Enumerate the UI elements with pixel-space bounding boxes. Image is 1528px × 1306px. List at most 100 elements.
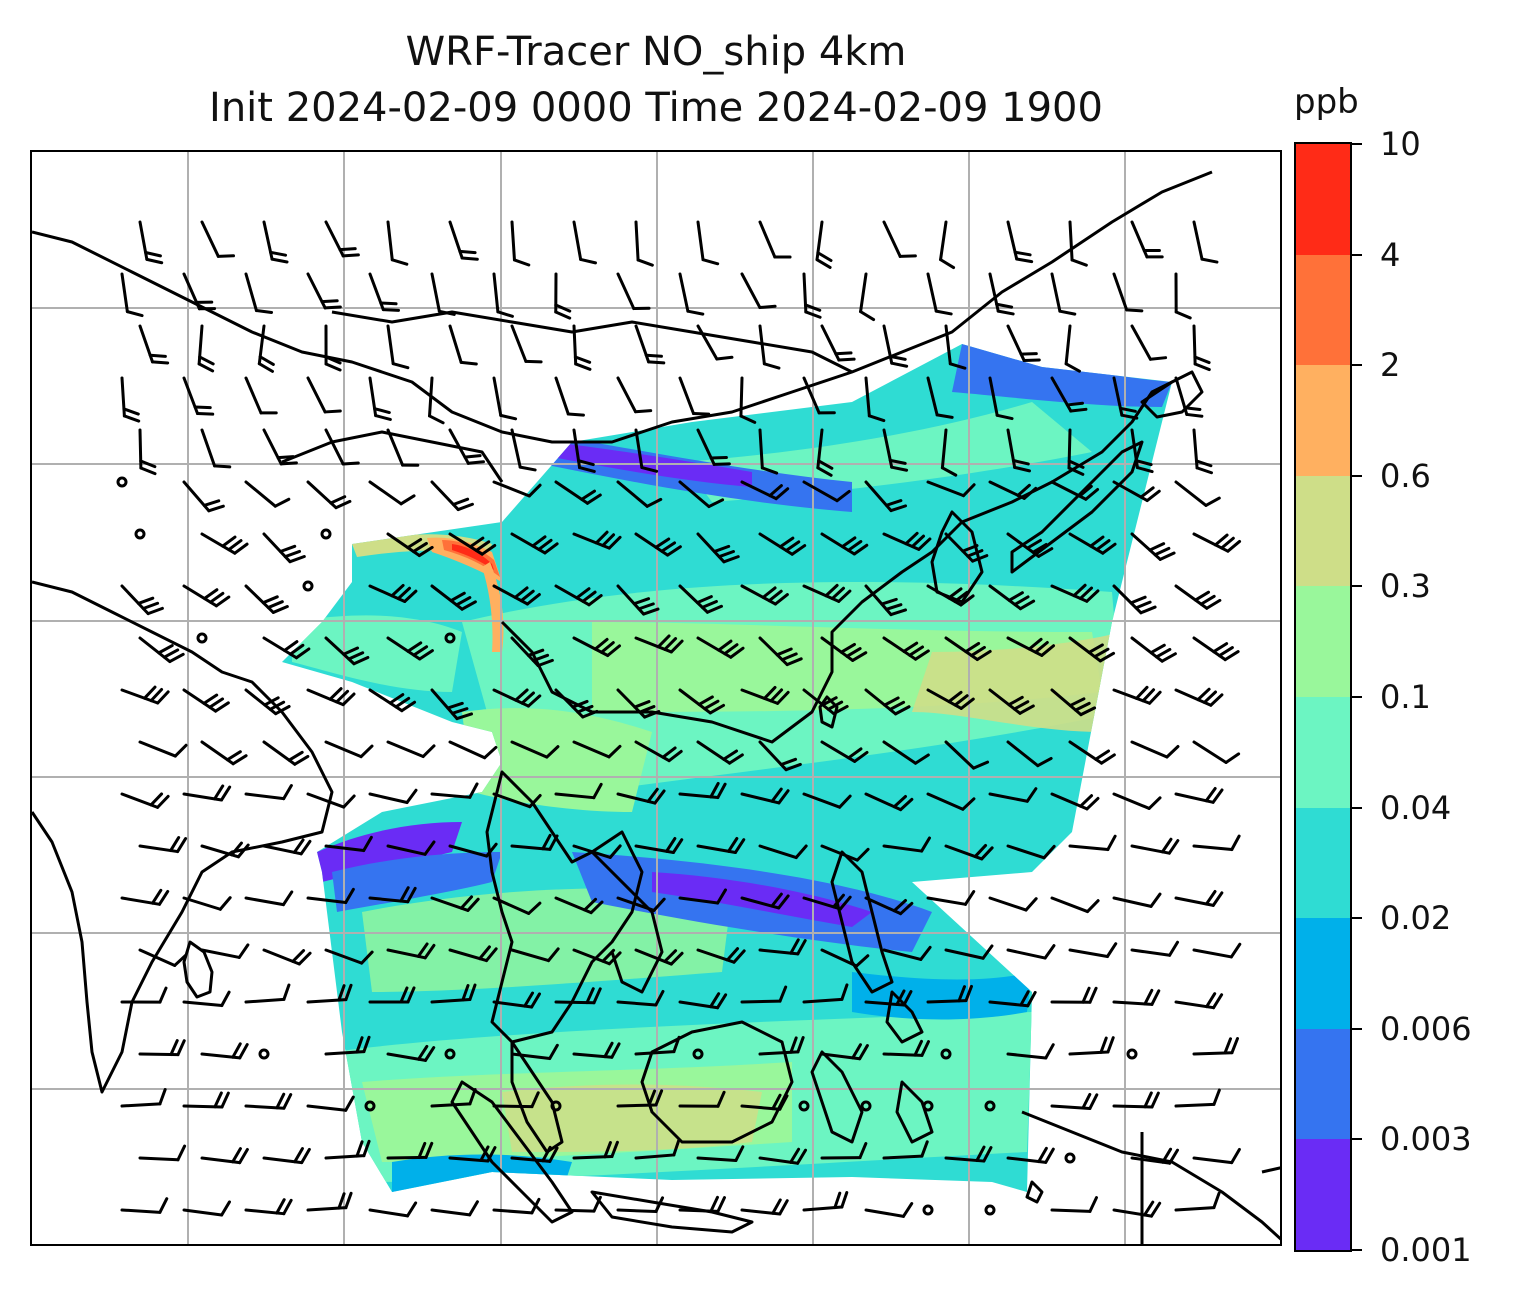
wind-barb: [988, 688, 1035, 715]
wind-barb: [988, 787, 1038, 803]
wind-barb: [200, 532, 249, 555]
wind-barb: [740, 985, 788, 1004]
wind-barb: [1112, 480, 1161, 503]
wind-barb: [678, 376, 711, 416]
wind-barb: [988, 272, 1015, 316]
wind-barb: [492, 792, 542, 809]
wind-barb: [572, 428, 596, 473]
wind-barb: [572, 1041, 621, 1059]
wind-barb: [306, 480, 352, 510]
wind-barb: [572, 1140, 619, 1160]
wind-barb: [430, 480, 474, 512]
wind-barb: [138, 740, 188, 758]
wind-barb: [200, 1147, 249, 1165]
wind-barb: [182, 584, 231, 608]
wind-barb: [882, 1140, 929, 1160]
wind-barb: [386, 220, 409, 266]
wind-barb: [572, 220, 597, 265]
wind-barb: [758, 532, 807, 556]
wind-barb: [386, 636, 434, 661]
wind-barb: [864, 989, 913, 1007]
wind-barb: [368, 272, 400, 312]
colorbar-segment: [1296, 475, 1350, 587]
wind-barb: [262, 740, 310, 766]
wind-barb: [120, 685, 170, 705]
wind-barb: [820, 844, 870, 862]
wind-barb: [244, 1198, 293, 1216]
wind-barb: [572, 740, 622, 759]
wind-barb: [510, 428, 537, 472]
wind-barb: [448, 220, 479, 261]
wind-barb: [430, 895, 480, 912]
wind-barb: [1130, 220, 1164, 259]
wind-barb: [492, 688, 542, 708]
colorbar-tick-label: 0.3: [1380, 567, 1431, 606]
wind-barb: [324, 220, 360, 258]
colorbar-tick: [1352, 917, 1362, 920]
wind-barb: [324, 636, 370, 666]
wind-barb: [1192, 942, 1242, 959]
wind-barb: [572, 948, 622, 966]
wind-barb: [386, 1044, 436, 1062]
wind-barb: [510, 740, 560, 759]
wind-barb: [926, 376, 954, 419]
wind-barb: [740, 787, 790, 805]
wind-barb: [510, 1043, 559, 1060]
calm-wind-marker: [798, 1100, 810, 1112]
wind-barb: [182, 688, 230, 713]
wind-barb: [138, 428, 157, 476]
colorbar-segment: [1296, 918, 1350, 1029]
wind-barb: [758, 844, 808, 860]
wind-barb: [758, 740, 802, 772]
wind-barb: [572, 636, 622, 658]
wind-barb: [696, 1145, 745, 1162]
wind-barb: [430, 272, 456, 316]
wind-barb: [182, 272, 217, 311]
wind-barb: [1174, 584, 1222, 610]
wind-barb: [554, 688, 599, 719]
colorbar-unit-label: ppb: [1294, 82, 1359, 122]
wind-barb: [306, 983, 353, 1004]
wind-barb: [696, 947, 746, 964]
wind-barb: [758, 1036, 805, 1056]
colorbar-tick-label: 0.001: [1380, 1231, 1472, 1269]
wind-barb: [678, 480, 725, 509]
wind-barb: [634, 837, 684, 854]
wind-barb: [554, 584, 603, 607]
wind-barb: [492, 991, 541, 1009]
wind-barb: [120, 272, 144, 318]
wind-barb: [1068, 942, 1118, 959]
wind-barb: [864, 688, 911, 716]
colorbar-tick-label: 10: [1380, 125, 1421, 163]
wind-barb: [1174, 687, 1224, 707]
wind-barb: [1174, 786, 1224, 804]
wind-barb: [1068, 636, 1116, 663]
wind-barb: [510, 947, 560, 963]
wind-barb: [864, 1202, 914, 1218]
wind-barb: [1112, 892, 1162, 908]
colorbar-tick-label: 0.6: [1380, 456, 1431, 495]
wind-barb: [740, 1198, 789, 1216]
wind-barb: [182, 1091, 230, 1109]
colorbar-segment: [1296, 1028, 1350, 1140]
wind-barb: [1130, 428, 1154, 474]
wind-barb: [1130, 1147, 1179, 1165]
wind-barb: [926, 480, 976, 498]
wind-barb: [510, 324, 543, 364]
wind-barb: [616, 1089, 664, 1108]
wind-barb: [306, 376, 342, 414]
wind-barb: [492, 584, 541, 606]
wind-barb: [1130, 532, 1176, 561]
wind-barb: [758, 636, 803, 667]
calm-wind-marker: [364, 1100, 376, 1112]
calm-wind-marker: [444, 632, 456, 644]
wind-barb: [678, 888, 727, 905]
wind-barb: [882, 324, 909, 368]
wind-barb: [678, 584, 723, 614]
wind-barb: [510, 532, 559, 555]
wind-barb: [1006, 220, 1034, 264]
wind-barb: [696, 220, 720, 266]
wind-barb: [882, 836, 931, 853]
wind-barb: [1192, 1037, 1239, 1056]
wind-barb: [944, 636, 992, 662]
